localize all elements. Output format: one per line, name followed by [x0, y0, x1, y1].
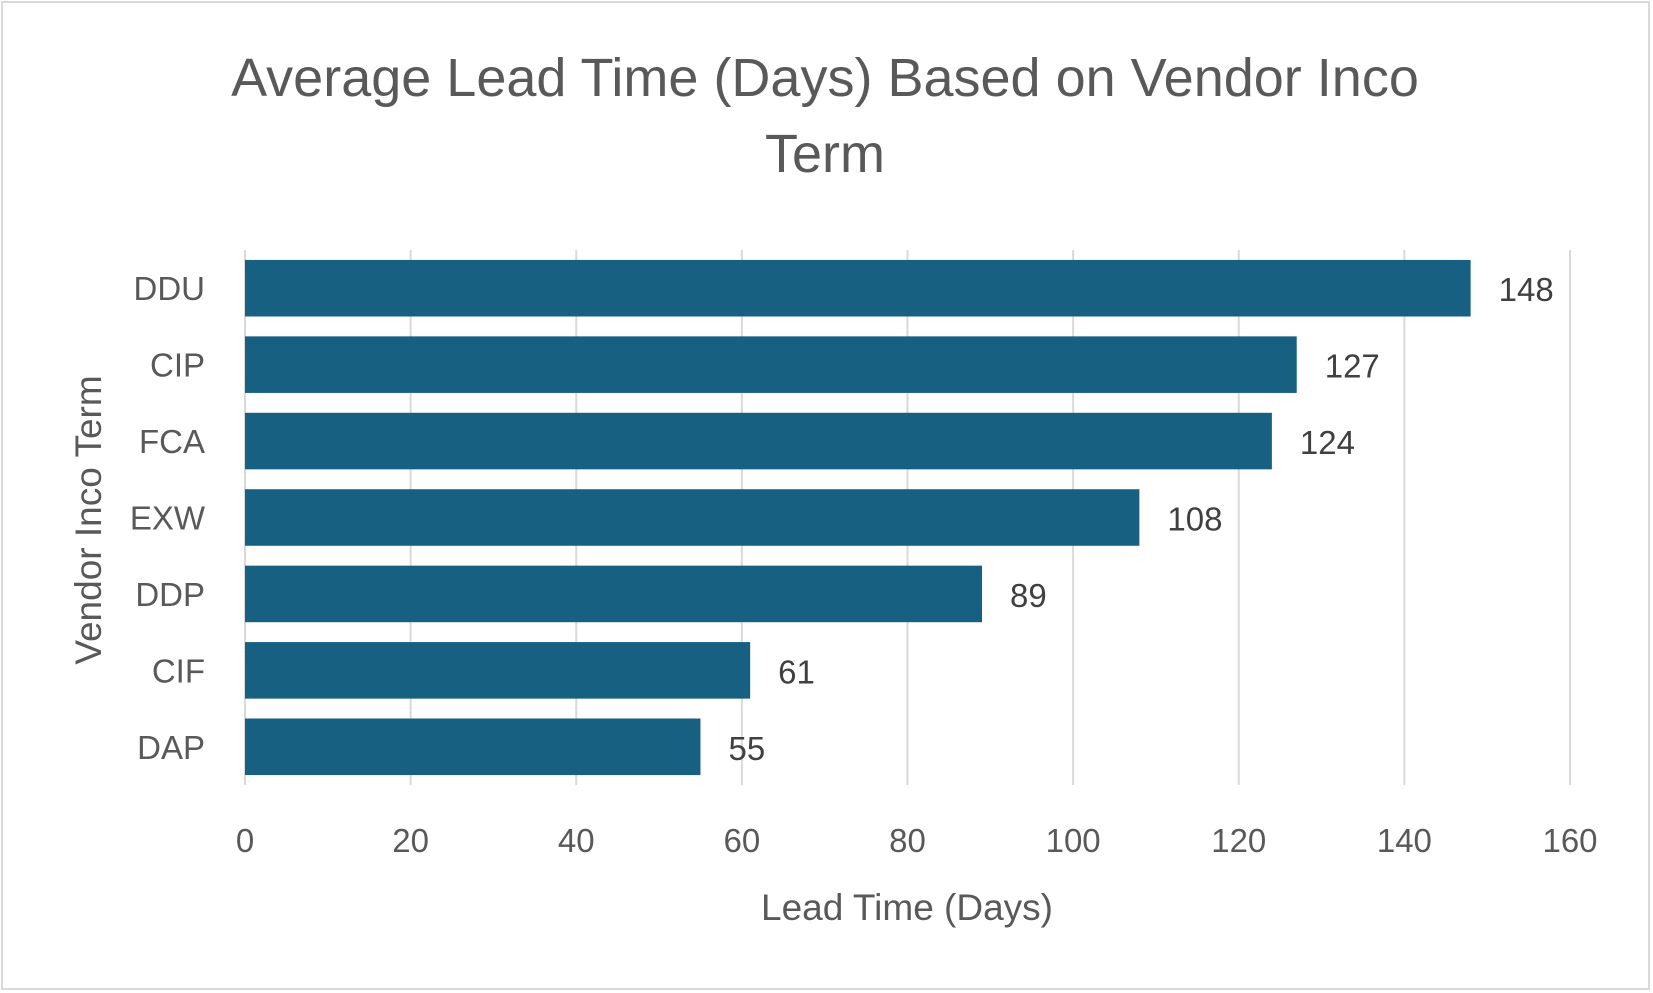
- x-tick-labels: 0 20 40 60 80 100 120 140 160: [236, 822, 1598, 859]
- category-label: DDP: [135, 576, 205, 613]
- category-labels: DDU CIP FCA EXW DDP CIF DAP: [130, 270, 206, 766]
- x-tick-label: 100: [1046, 822, 1101, 859]
- data-label: 124: [1300, 424, 1355, 461]
- category-label: DAP: [137, 729, 205, 766]
- x-tick-label: 120: [1211, 822, 1266, 859]
- data-labels: 148 127 124 108 89 61 55: [728, 271, 1553, 767]
- bar: [245, 489, 1140, 546]
- data-label: 148: [1499, 271, 1554, 308]
- category-label: EXW: [130, 500, 206, 537]
- bar: [245, 412, 1272, 470]
- category-label: CIF: [152, 652, 205, 689]
- data-label: 61: [778, 653, 815, 690]
- x-tick-label: 60: [724, 822, 761, 859]
- data-label: 108: [1167, 501, 1222, 538]
- bar: [245, 718, 701, 776]
- chart-title: Average Lead Time (Days) Based on Vendor…: [231, 48, 1419, 184]
- x-axis-title: Lead Time (Days): [761, 887, 1053, 928]
- bars: [245, 259, 1471, 776]
- x-tick-label: 20: [392, 822, 429, 859]
- x-tick-label: 160: [1542, 822, 1597, 859]
- x-tick-label: 80: [889, 822, 926, 859]
- data-label: 127: [1325, 348, 1380, 385]
- x-tick-label: 140: [1377, 822, 1432, 859]
- x-tick-label: 40: [558, 822, 595, 859]
- category-label: FCA: [139, 423, 205, 460]
- bar: [245, 642, 751, 699]
- bar: [245, 565, 983, 623]
- y-axis-title: Vendor Inco Term: [68, 375, 109, 664]
- category-label: DDU: [134, 270, 206, 307]
- bar: [245, 336, 1297, 393]
- data-label: 89: [1010, 577, 1047, 614]
- x-tick-label: 0: [236, 822, 254, 859]
- data-label: 55: [728, 730, 765, 767]
- bar: [245, 259, 1471, 317]
- category-label: CIP: [150, 347, 205, 384]
